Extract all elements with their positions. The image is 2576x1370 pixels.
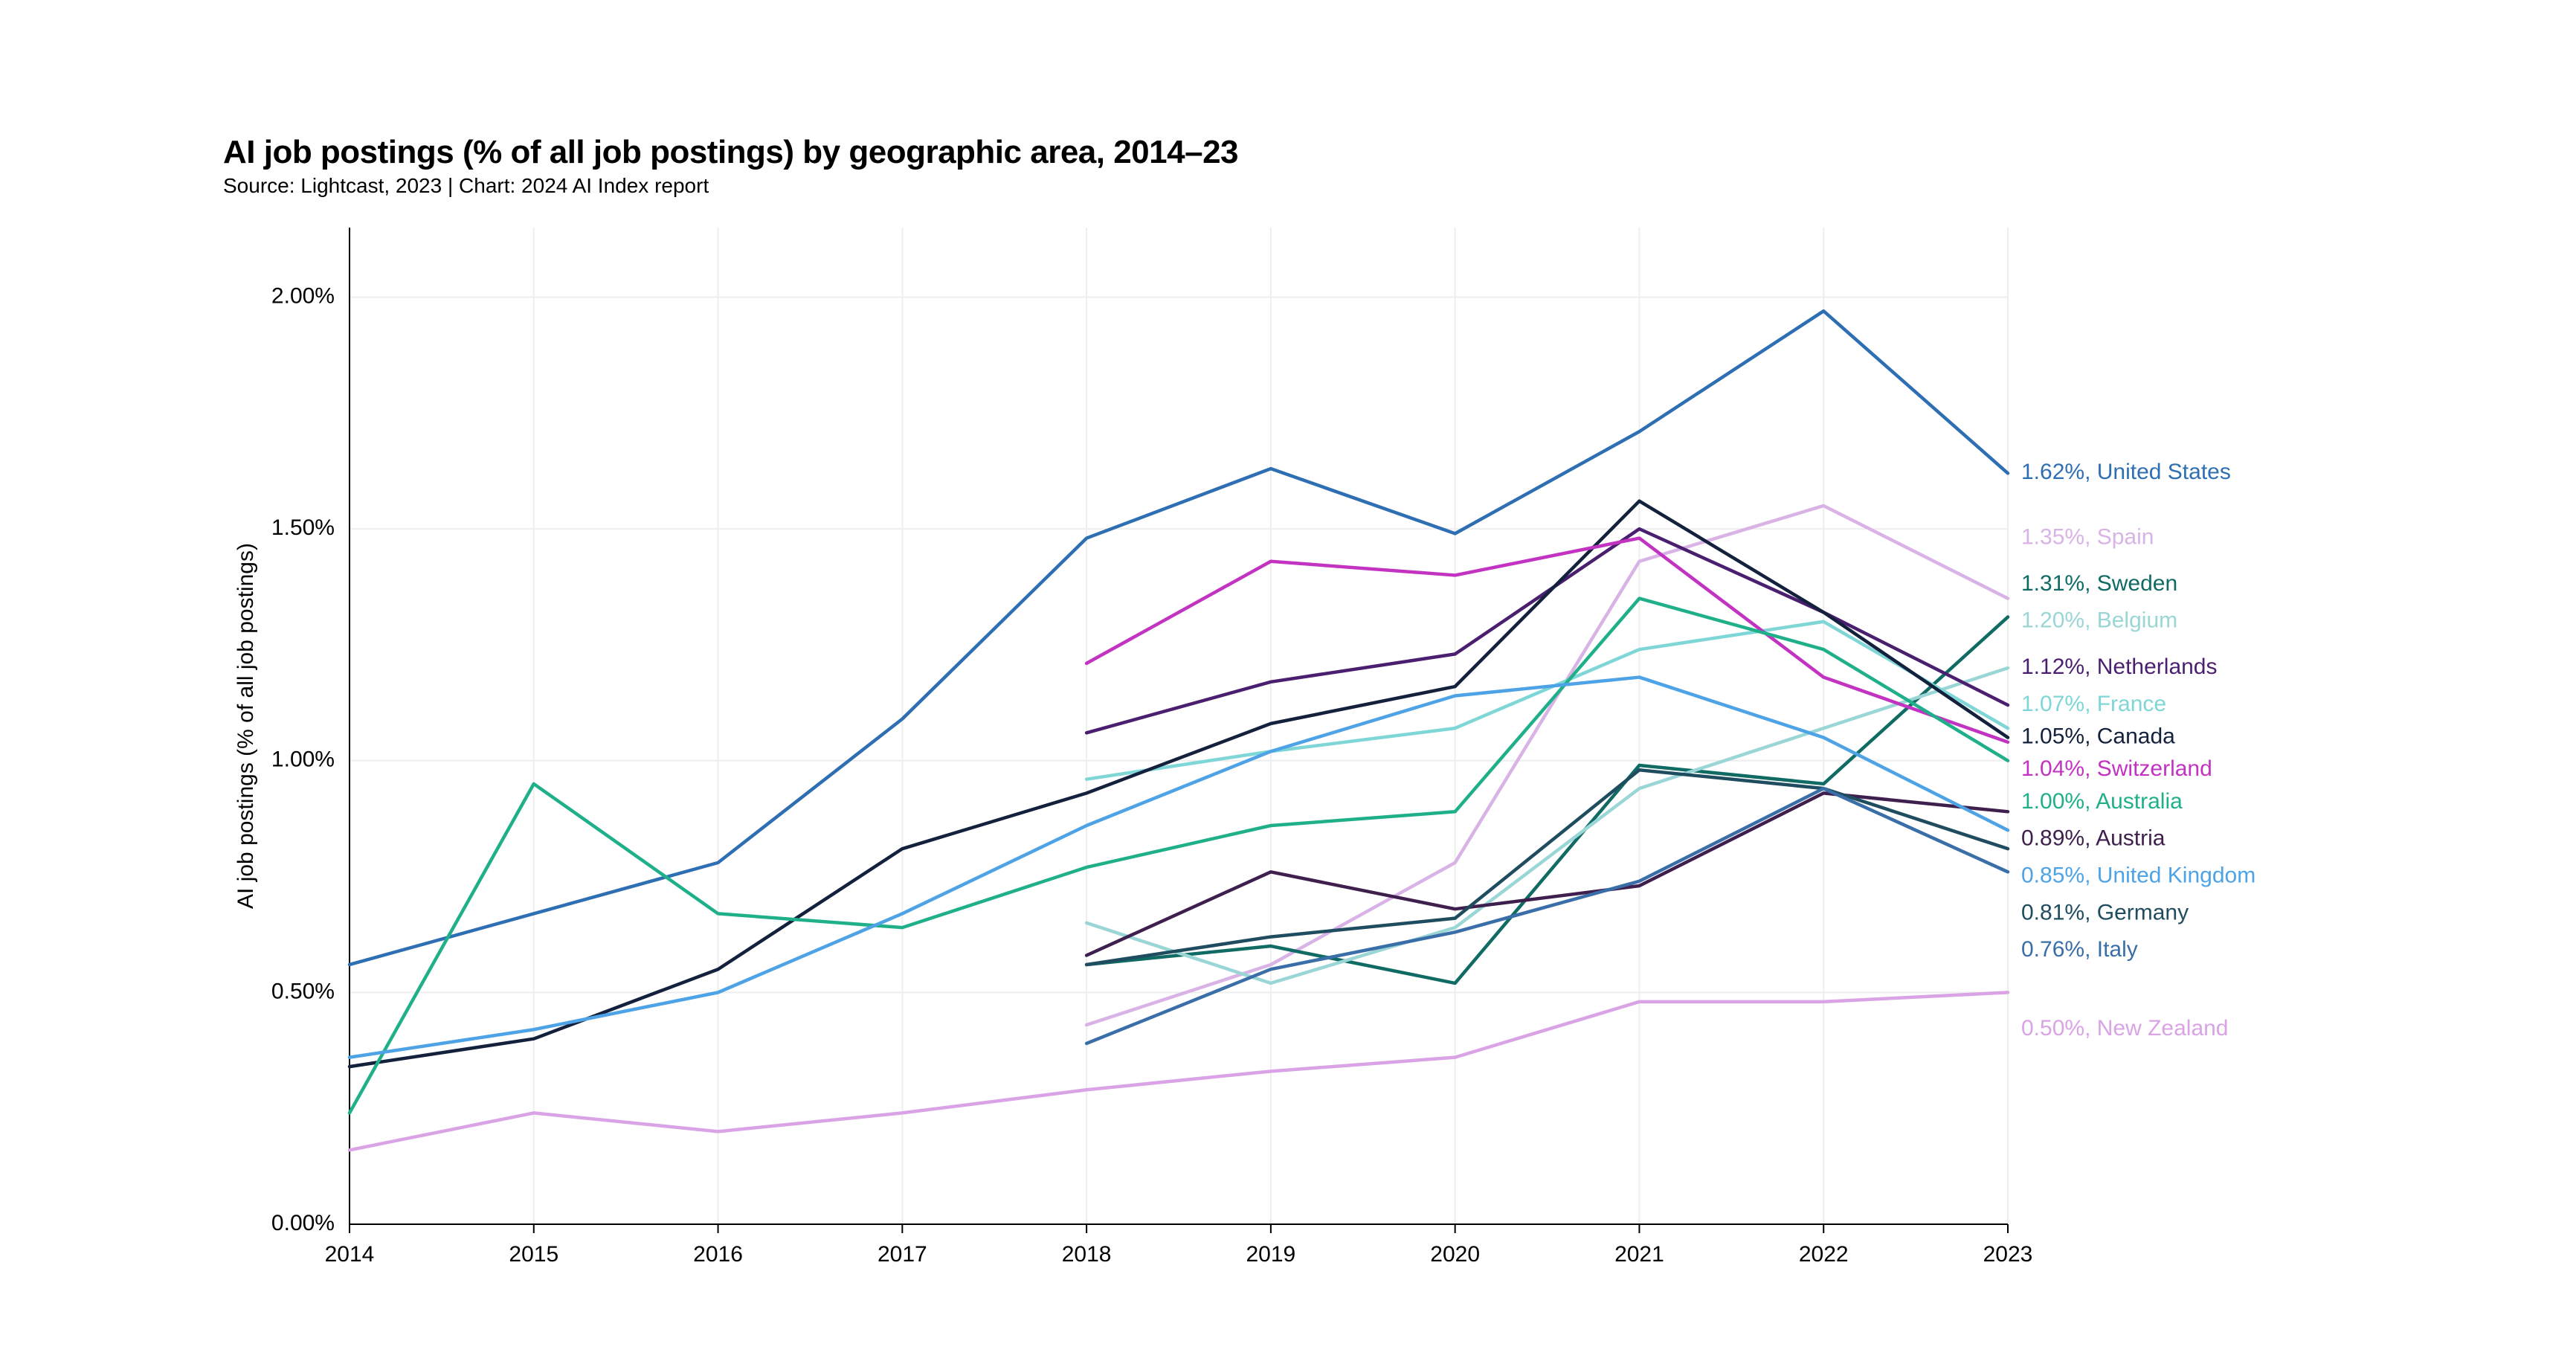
- series-label-austria: 0.89%, Austria: [2021, 826, 2166, 851]
- chart-container: AI job postings (% of all job postings) …: [223, 134, 2380, 1313]
- series-label-canada: 1.05%, Canada: [2021, 724, 2175, 749]
- y-axis-title: AI job postings (% of all job postings): [234, 543, 258, 909]
- x-tick-label: 2023: [1983, 1242, 2033, 1267]
- series-label-spain: 1.35%, Spain: [2021, 525, 2154, 550]
- line-chart: 0.00% 0.50% 1.00% 1.50% 2.00% 2014 2015 2016 201…: [223, 198, 2380, 1313]
- y-tick-label: 0.00%: [271, 1211, 335, 1235]
- series-label-united-states: 1.62%, United States: [2021, 460, 2231, 484]
- x-tick-label: 2019: [1246, 1242, 1296, 1267]
- chart-title: AI job postings (% of all job postings) …: [223, 134, 2380, 171]
- y-tick-label: 0.50%: [271, 979, 335, 1003]
- series-label-sweden: 1.31%, Sweden: [2021, 571, 2177, 596]
- series-label-switzerland: 1.04%, Switzerland: [2021, 756, 2212, 781]
- series-label-belgium: 1.20%, Belgium: [2021, 608, 2177, 633]
- vgrid: [350, 228, 2008, 1224]
- series-belgium: [1086, 668, 2008, 983]
- x-tick-label: 2018: [1062, 1242, 1112, 1267]
- x-tick-label: 2014: [325, 1242, 375, 1267]
- grid: [350, 297, 2008, 1224]
- series-canada: [350, 501, 2008, 1067]
- series-label-australia: 1.00%, Australia: [2021, 789, 2183, 814]
- series-sweden: [1086, 617, 2008, 983]
- series-label-netherlands: 1.12%, Netherlands: [2021, 655, 2218, 679]
- series-label-germany: 0.81%, Germany: [2021, 900, 2189, 924]
- y-tick-label: 2.00%: [271, 283, 335, 308]
- series-netherlands: [1086, 529, 2008, 733]
- x-tick-label: 2017: [878, 1242, 927, 1267]
- y-tick-label: 1.00%: [271, 747, 335, 772]
- series-label-new-zealand: 0.50%, New Zealand: [2021, 1016, 2229, 1041]
- series-spain: [1086, 506, 2008, 1025]
- series-australia: [350, 599, 2008, 1113]
- x-tick-label: 2022: [1799, 1242, 1849, 1267]
- series-label-united-kingdom: 0.85%, United Kingdom: [2021, 863, 2255, 887]
- series-label-france: 1.07%, France: [2021, 692, 2166, 716]
- series-italy: [1086, 788, 2008, 1043]
- y-tick-label: 1.50%: [271, 515, 335, 540]
- x-tick-label: 2021: [1614, 1242, 1664, 1267]
- series-label-italy: 0.76%, Italy: [2021, 937, 2138, 962]
- chart-subtitle: Source: Lightcast, 2023 | Chart: 2024 AI…: [223, 174, 2380, 198]
- series-united-states: [350, 311, 2008, 965]
- x-tick-label: 2020: [1430, 1242, 1480, 1267]
- x-tick-label: 2016: [693, 1242, 743, 1267]
- x-tick-label: 2015: [509, 1242, 558, 1267]
